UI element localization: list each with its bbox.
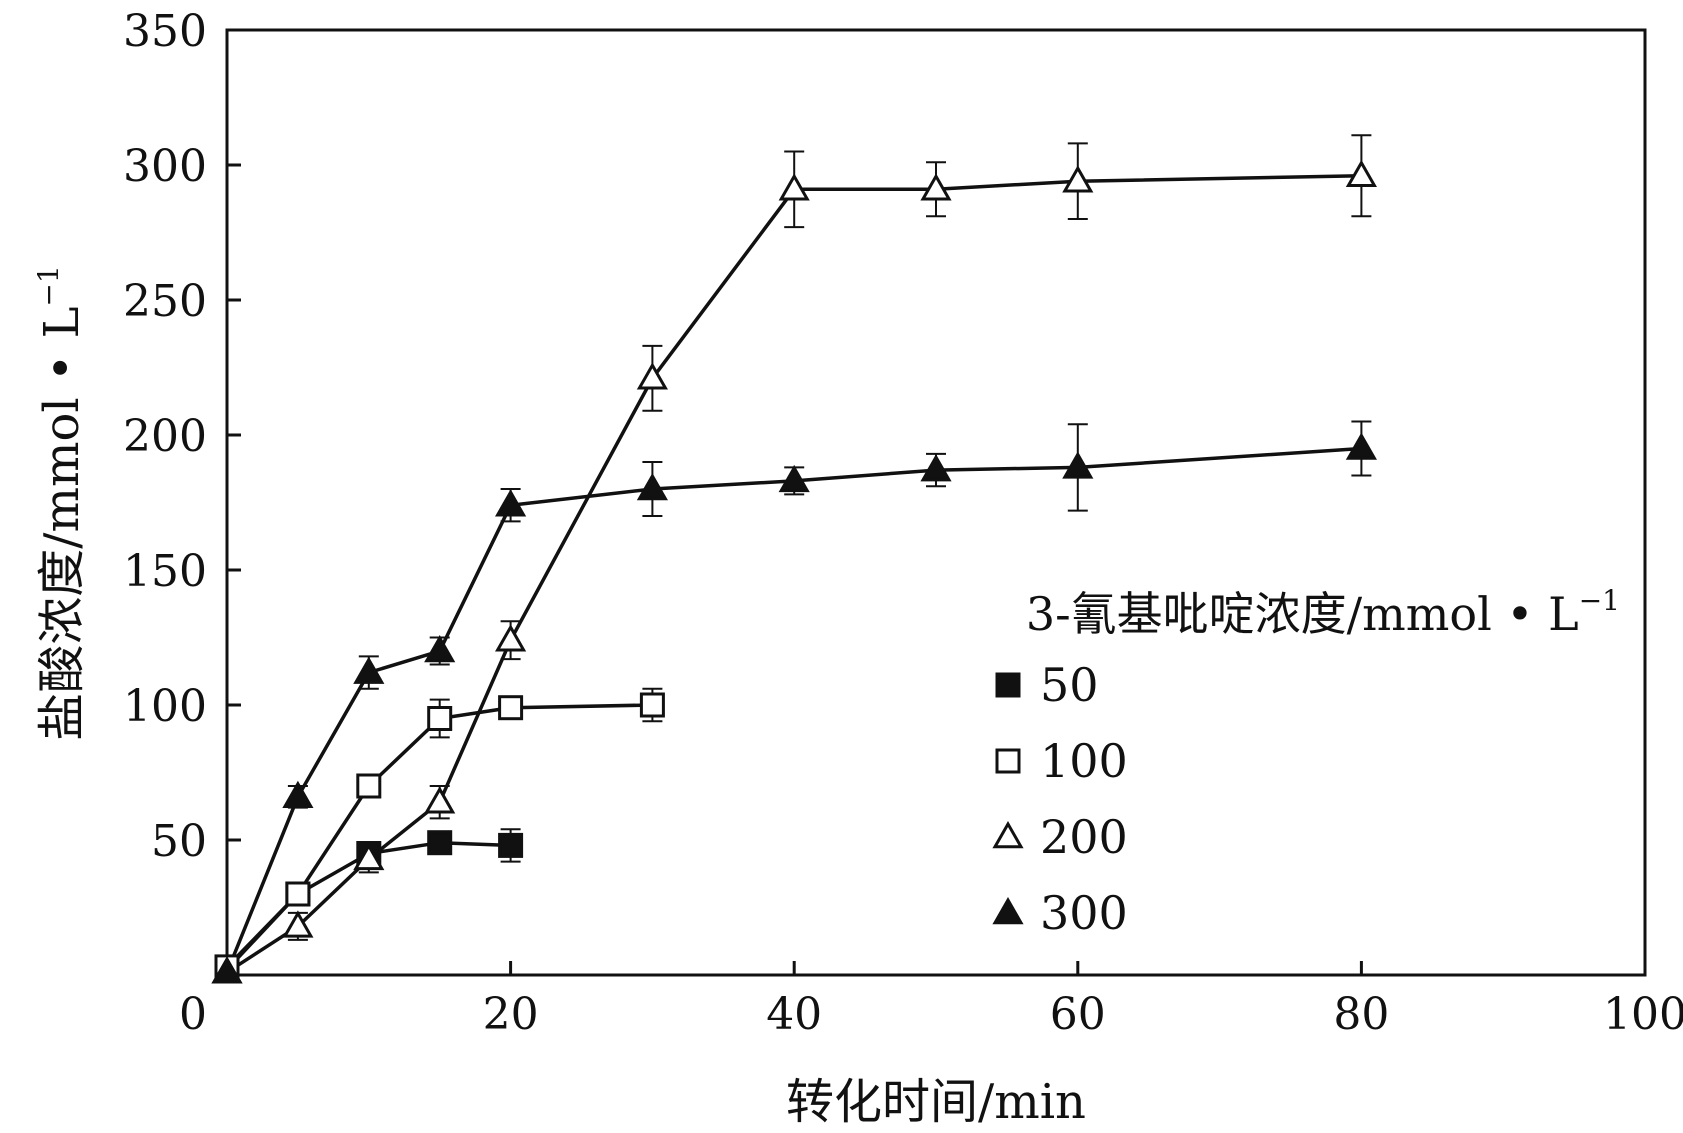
series-300-point bbox=[1062, 451, 1094, 479]
series-200-point bbox=[636, 362, 668, 390]
series-200-point bbox=[353, 842, 385, 871]
y-axis-label-superscript: −1 bbox=[32, 265, 65, 306]
x-tick-label: 100 bbox=[1603, 989, 1683, 1040]
series-300-point bbox=[636, 472, 668, 501]
legend-label-200: 200 bbox=[1040, 810, 1128, 864]
y-axis-label: 盐酸浓度/mmol • L bbox=[34, 307, 90, 741]
legend-title: 3-氰基吡啶浓度/mmol • L bbox=[1026, 587, 1579, 641]
series-300-point bbox=[495, 489, 527, 517]
series-300-point bbox=[282, 780, 314, 809]
series-200-point bbox=[282, 910, 314, 938]
x-axis-label: 转化时间/min bbox=[786, 1074, 1086, 1130]
legend-marker-100 bbox=[995, 748, 1021, 774]
series-200-point bbox=[495, 624, 527, 652]
legend-items: 50 100 200 300 bbox=[992, 658, 1128, 940]
series-200-point bbox=[920, 173, 952, 201]
y-axis-ticks: 50 100 150 200 250 300 350 bbox=[123, 6, 241, 867]
series-200-line bbox=[226, 174, 1362, 974]
series-100-point bbox=[285, 881, 311, 907]
x-tick-label: 0 bbox=[179, 989, 207, 1040]
series-300-point bbox=[778, 464, 810, 493]
legend-label-50: 50 bbox=[1040, 658, 1099, 712]
x-axis-ticks: 0 20 40 60 80 100 bbox=[179, 961, 1683, 1040]
series-300-point bbox=[424, 634, 456, 663]
series-50-point bbox=[427, 830, 453, 856]
legend-label-300: 300 bbox=[1040, 886, 1128, 940]
svg-text:盐酸浓度/mmol • L−1: 盐酸浓度/mmol • L−1 bbox=[32, 265, 90, 740]
x-tick-label: 80 bbox=[1333, 989, 1389, 1040]
legend-title-superscript: −1 bbox=[1579, 584, 1620, 617]
legend-marker-200 bbox=[992, 820, 1024, 849]
x-tick-label: 20 bbox=[483, 989, 539, 1040]
legend-marker-300 bbox=[992, 896, 1024, 925]
series-300-point bbox=[353, 656, 385, 684]
series-300-point bbox=[1345, 432, 1377, 460]
y-tick-label: 250 bbox=[123, 276, 207, 327]
x-tick-label: 60 bbox=[1050, 989, 1106, 1040]
y-tick-label: 100 bbox=[123, 681, 207, 732]
series-300-line bbox=[225, 446, 1362, 973]
legend: 3-氰基吡啶浓度/mmol • L−1 50 100 200 300 bbox=[992, 584, 1620, 940]
series-lines bbox=[225, 174, 1362, 974]
y-axis-label-group: 盐酸浓度/mmol • L−1 bbox=[32, 265, 90, 740]
series-300-point bbox=[920, 454, 952, 482]
series-200-point bbox=[424, 786, 456, 814]
series-100-point bbox=[427, 706, 453, 731]
legend-marker-50 bbox=[995, 672, 1021, 698]
series-200-point bbox=[1062, 165, 1094, 193]
series-100-point bbox=[498, 695, 524, 721]
x-tick-label: 40 bbox=[766, 989, 822, 1040]
series-50-point bbox=[498, 832, 524, 858]
data-markers bbox=[211, 159, 1377, 984]
series-100-point bbox=[639, 692, 665, 718]
y-tick-label: 200 bbox=[123, 411, 207, 462]
y-tick-label: 300 bbox=[123, 141, 207, 192]
series-300-point bbox=[211, 956, 243, 984]
y-tick-label: 50 bbox=[151, 816, 207, 867]
plot-frame bbox=[225, 28, 1647, 977]
y-tick-label: 350 bbox=[123, 6, 207, 57]
y-tick-label: 150 bbox=[123, 546, 207, 597]
series-100-point bbox=[356, 773, 382, 799]
svg-text:3-氰基吡啶浓度/mmol • L−1: 3-氰基吡啶浓度/mmol • L−1 bbox=[1026, 584, 1620, 641]
error-bars bbox=[287, 134, 1372, 941]
legend-label-100: 100 bbox=[1040, 734, 1128, 788]
series-200-point bbox=[1345, 159, 1377, 188]
series-200-point bbox=[778, 173, 810, 201]
